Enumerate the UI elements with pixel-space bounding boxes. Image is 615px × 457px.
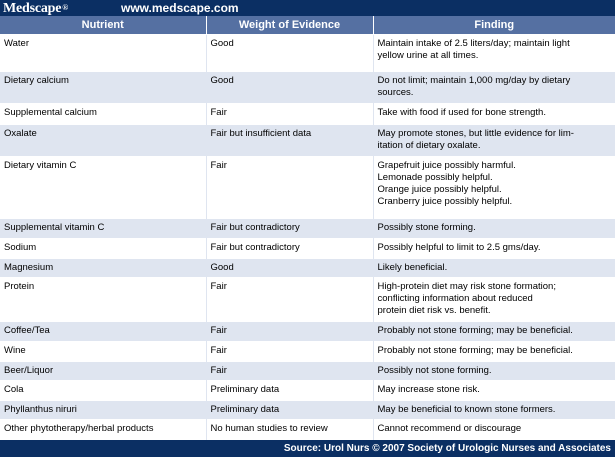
finding-cell: Cannot recommend or discourage [372, 419, 615, 440]
table-row: Dietary vitamin C Fair Grapefruit juice … [0, 156, 615, 219]
nutrient-cell: Other phytotherapy/herbal products [0, 419, 207, 440]
evidence-cell: Fair [205, 341, 374, 362]
nutrient-cell: Magnesium [0, 258, 207, 278]
finding-cell: Possibly stone forming. [372, 218, 615, 239]
nutrient-cell: Sodium [0, 238, 207, 259]
nutrient-cell: Coffee/Tea [0, 321, 207, 342]
nutrient-cell: Protein [0, 277, 207, 322]
finding-cell: Maintain intake of 2.5 liters/day; maint… [372, 34, 615, 72]
table-row: Magnesium Good Likely beneficial. [0, 258, 615, 278]
table-row: Oxalate Fair but insufficient data May p… [0, 124, 615, 157]
nutrient-cell: Water [0, 34, 207, 72]
nutrient-cell: Supplemental calcium [0, 103, 207, 125]
evidence-cell: Fair [205, 321, 374, 342]
finding-cell: May increase stone risk. [372, 380, 615, 401]
finding-cell: Possibly helpful to limit to 2.5 gms/day… [372, 238, 615, 259]
table-row: Dietary calcium Good Do not limit; maint… [0, 71, 615, 104]
nutrient-cell: Dietary vitamin C [0, 156, 207, 219]
finding-cell: Probably not stone forming; may be benef… [372, 341, 615, 362]
table-row: Phyllanthus niruri Preliminary data May … [0, 400, 615, 420]
table-row: Water Good Maintain intake of 2.5 liters… [0, 34, 615, 72]
table-row: Supplemental vitamin C Fair but contradi… [0, 218, 615, 239]
evidence-cell: Fair but contradictory [205, 238, 374, 259]
nutrient-cell: Oxalate [0, 124, 207, 157]
site-url-link[interactable]: www.medscape.com [121, 1, 239, 15]
column-header-nutrient: Nutrient [0, 16, 207, 35]
table-row: Wine Fair Probably not stone forming; ma… [0, 341, 615, 362]
source-footer: Source: Urol Nurs © 2007 Society of Urol… [0, 439, 615, 457]
evidence-cell: Fair but insufficient data [205, 124, 374, 157]
finding-cell: Take with food if used for bone strength… [372, 103, 615, 125]
table-row: Supplemental calcium Fair Take with food… [0, 103, 615, 125]
column-header-finding: Finding [373, 16, 615, 35]
evidence-cell: Fair [205, 361, 374, 381]
source-citation: Source: Urol Nurs © 2007 Society of Urol… [283, 442, 611, 454]
evidence-cell: No human studies to review [205, 419, 374, 440]
evidence-cell: Good [205, 258, 374, 278]
nutrient-cell: Supplemental vitamin C [0, 218, 207, 239]
nutrient-evidence-table: Nutrient Weight of Evidence Finding Wate… [0, 16, 615, 440]
nutrient-cell: Beer/Liquor [0, 361, 207, 381]
finding-cell: Grapefruit juice possibly harmful. Lemon… [372, 156, 615, 219]
finding-cell: May be beneficial to known stone formers… [372, 400, 615, 420]
finding-cell: Probably not stone forming; may be benef… [372, 321, 615, 342]
table-row: Sodium Fair but contradictory Possibly h… [0, 238, 615, 259]
evidence-cell: Preliminary data [205, 380, 374, 401]
evidence-cell: Fair [205, 103, 374, 125]
nutrient-cell: Cola [0, 380, 207, 401]
nutrient-cell: Wine [0, 341, 207, 362]
column-header-evidence: Weight of Evidence [206, 16, 374, 35]
medscape-logo[interactable]: Medscape® [3, 0, 68, 17]
finding-cell: Do not limit; maintain 1,000 mg/day by d… [372, 71, 615, 104]
table-row: Beer/Liquor Fair Possibly not stone form… [0, 361, 615, 381]
table-row: Cola Preliminary data May increase stone… [0, 380, 615, 401]
evidence-cell: Fair [205, 277, 374, 322]
table-row: Other phytotherapy/herbal products No hu… [0, 419, 615, 440]
table-header-row: Nutrient Weight of Evidence Finding [0, 16, 615, 35]
evidence-cell: Fair [205, 156, 374, 219]
nutrient-cell: Phyllanthus niruri [0, 400, 207, 420]
medscape-banner: Medscape® www.medscape.com [0, 0, 615, 16]
finding-cell: May promote stones, but little evidence … [372, 124, 615, 157]
logo-text: Medscape [3, 1, 62, 16]
evidence-cell: Fair but contradictory [205, 218, 374, 239]
evidence-cell: Good [205, 34, 374, 72]
finding-cell: Possibly not stone forming. [372, 361, 615, 381]
registered-mark: ® [62, 3, 69, 12]
evidence-cell: Preliminary data [205, 400, 374, 420]
table-row: Coffee/Tea Fair Probably not stone formi… [0, 321, 615, 342]
nutrient-cell: Dietary calcium [0, 71, 207, 104]
table-row: Protein Fair High-protein diet may risk … [0, 277, 615, 322]
evidence-cell: Good [205, 71, 374, 104]
finding-cell: Likely beneficial. [372, 258, 615, 278]
finding-cell: High-protein diet may risk stone formati… [372, 277, 615, 322]
